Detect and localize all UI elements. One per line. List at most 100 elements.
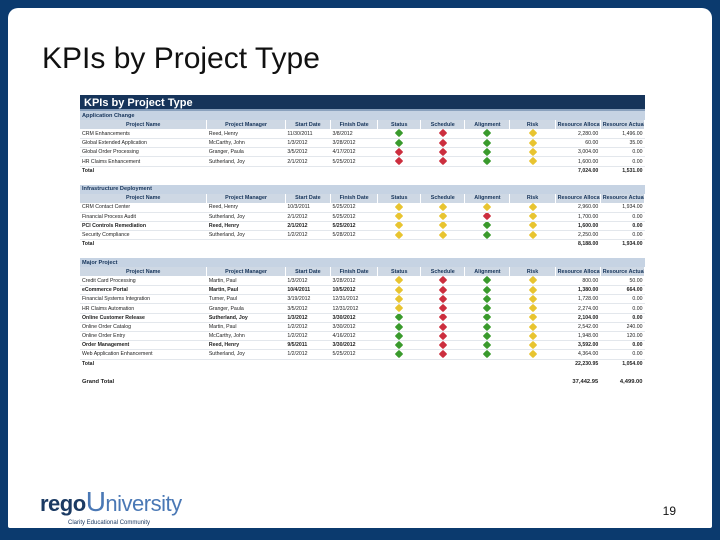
risk-cell [509,276,556,287]
red-diamond-icon [438,313,448,322]
project-manager: Granger, Paula [206,303,286,314]
project-name: Security Compliance [80,230,207,241]
risk-cell [509,322,556,333]
project-name: eCommerce Portal [80,285,207,296]
project-name: Financial Process Audit [80,212,207,222]
green-diamond-icon [394,349,404,359]
project-name: Order Management [80,340,207,351]
red-diamond-icon [438,147,448,156]
green-diamond-icon [394,313,404,322]
finish-date: 3/30/2012 [330,313,378,323]
project-manager: Sutherland, Joy [206,230,286,241]
project-name: Online Order Entry [80,331,207,342]
column-header: Resource Allocations [555,267,601,277]
risk-cell [509,294,556,305]
resource-actuals: 0.00 [600,303,645,314]
risk-cell [509,138,556,149]
green-diamond-icon [394,322,404,331]
risk-cell [509,313,556,323]
alignment-cell [464,230,510,241]
green-diamond-icon [483,340,492,349]
table-row: CRM Contact Center Reed, Henry 10/3/2011 5/… [80,202,645,213]
table-row: eCommerce Portal Martin, Paul 10/4/2011 10/… [80,285,645,296]
project-name: Financial Systems Integration [80,294,207,305]
yellow-diamond-icon [438,202,448,212]
finish-date: 5/28/2012 [330,230,378,241]
schedule-cell [420,340,465,351]
project-name: Web Application Enhancement [80,349,207,360]
start-date: 10/4/2011 [285,285,331,296]
status-cell [377,230,421,241]
table-row: CRM Enhancements Reed, Henry 11/30/2011 3/8… [80,129,645,140]
table-row: Global Extended Application McCarthy, Joh… [80,138,645,149]
project-manager: Martin, Paul [206,322,286,333]
alignment-cell [464,221,510,231]
start-date: 3/19/2012 [285,294,331,305]
status-cell [377,202,421,213]
status-cell [377,294,421,305]
resource-allocations: 3,592.00 [555,340,601,351]
risk-cell [509,212,556,222]
project-name: CRM Enhancements [80,129,207,140]
green-diamond-icon [394,331,404,340]
table-row: Financial Systems Integration Turner, Pau… [80,294,645,305]
column-header-row: Project Name Project Manager Start Date Fin… [80,120,646,130]
status-cell [377,276,421,287]
total-actuals: 1,934.00 [600,239,645,249]
resource-actuals: 0.00 [600,349,645,360]
column-header: Start Date [285,193,331,203]
logo-rego: rego [40,491,86,516]
status-cell [377,303,421,314]
finish-date: 3/28/2012 [330,276,378,287]
logo-niversity: niversity [105,491,182,516]
green-diamond-icon [394,129,404,138]
alignment-cell [464,276,510,287]
section-title-row: Application Change [80,111,645,121]
alignment-cell [464,212,510,222]
project-manager: Sutherland, Joy [206,212,286,222]
status-cell [377,221,421,231]
resource-allocations: 3,004.00 [555,147,601,158]
project-manager: McCarthy, John [206,331,286,342]
schedule-cell [420,129,465,140]
risk-cell [509,349,556,360]
resource-actuals: 0.00 [600,221,645,231]
logo-tagline: Clarity Educational Community [68,520,151,526]
finish-date: 5/25/2012 [330,212,378,222]
start-date: 3/5/2012 [285,303,331,314]
risk-cell [509,285,556,296]
grand-total-label: Grand Total [82,379,115,386]
yellow-diamond-icon [394,294,404,303]
yellow-diamond-icon [528,156,537,166]
resource-allocations: 2,250.00 [555,230,601,241]
start-date: 10/3/2011 [285,202,331,213]
status-cell [377,349,421,360]
resource-allocations: 1,600.00 [555,221,601,231]
red-diamond-icon [438,138,448,147]
project-manager: Sutherland, Joy [206,156,286,167]
yellow-diamond-icon [394,276,404,285]
risk-cell [509,156,556,167]
green-diamond-icon [483,285,492,294]
status-cell [377,138,421,149]
column-header: Risk [509,120,556,130]
red-diamond-icon [394,156,404,166]
green-diamond-icon [483,138,492,147]
resource-allocations: 4,364.00 [555,349,601,360]
resource-allocations: 1,948.00 [555,331,601,342]
column-header: Schedule [420,120,466,130]
project-manager: Martin, Paul [206,285,286,296]
resource-actuals: 0.00 [600,212,645,222]
schedule-cell [420,331,465,342]
schedule-cell [420,294,465,305]
resource-actuals: 35.00 [600,138,645,149]
column-header: Project Manager [206,193,286,203]
status-cell [377,147,421,158]
yellow-diamond-icon [394,202,404,212]
kpi-report: KPIs by Project Type Application Change P… [80,95,646,387]
resource-allocations: 2,280.00 [555,129,601,140]
resource-actuals: 0.00 [600,294,645,305]
red-diamond-icon [394,147,404,156]
status-cell [377,313,421,323]
project-manager: Martin, Paul [206,276,286,287]
